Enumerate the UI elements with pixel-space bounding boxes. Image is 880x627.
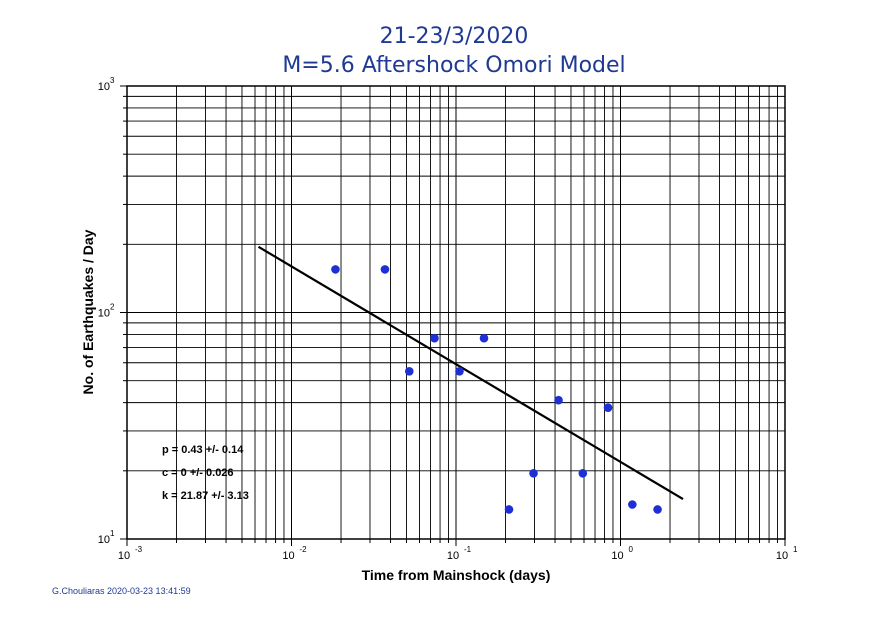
omori-fit-line (257, 245, 684, 501)
data-point (404, 367, 414, 376)
x-axis-label: Time from Mainshock (days) (362, 567, 551, 583)
data-point (430, 333, 439, 343)
data-point (455, 367, 464, 376)
x-tick-label: 10 (282, 550, 294, 562)
y-tick-label: 10 (98, 81, 110, 93)
x-tick-labels: 10 -3 10 -2 10 -1 10 0 10 1 (118, 545, 798, 562)
x-tick-label-exponent: -2 (300, 545, 308, 554)
data-points (331, 265, 662, 514)
data-point (554, 395, 563, 405)
axis-ticks (120, 85, 786, 546)
data-point (504, 505, 514, 514)
x-tick-label-exponent: 1 (793, 545, 798, 554)
data-point (628, 500, 637, 509)
data-point (578, 469, 588, 478)
x-tick-label: 10 (447, 550, 459, 562)
x-tick-label-exponent: -1 (464, 545, 472, 554)
y-axis-label: No. of Earthquakes / Day (80, 229, 96, 394)
annotation-p: p = 0.43 +/- 0.14 (162, 444, 244, 456)
data-point (603, 403, 613, 412)
y-tick-label-exponent: 1 (110, 529, 115, 538)
footer-credit: G.Chouliaras 2020-03-23 13:41:59 (52, 586, 191, 596)
y-tick-label: 10 (98, 534, 110, 546)
data-point (331, 265, 340, 274)
x-tick-label-exponent: -3 (135, 545, 143, 554)
x-tick-label: 10 (611, 550, 623, 562)
data-point (529, 469, 538, 478)
chart-title-line2: M=5.6 Aftershock Omori Model (282, 53, 625, 78)
x-tick-label: 10 (776, 550, 788, 562)
data-point (653, 505, 662, 514)
chart-title-line1: 21-23/3/2020 (380, 24, 529, 49)
y-tick-label: 10 (98, 308, 110, 320)
y-tick-label-exponent: 2 (110, 303, 115, 312)
data-point (380, 265, 390, 274)
grid-lines (127, 86, 785, 539)
y-tick-label-exponent: 3 (110, 76, 115, 85)
data-point (479, 333, 489, 343)
x-tick-label: 10 (118, 550, 130, 562)
annotation-k: k = 21.87 +/- 3.13 (162, 490, 249, 502)
x-tick-label-exponent: 0 (629, 545, 634, 554)
annotation-c: c = 0 +/- 0.026 (162, 467, 234, 479)
